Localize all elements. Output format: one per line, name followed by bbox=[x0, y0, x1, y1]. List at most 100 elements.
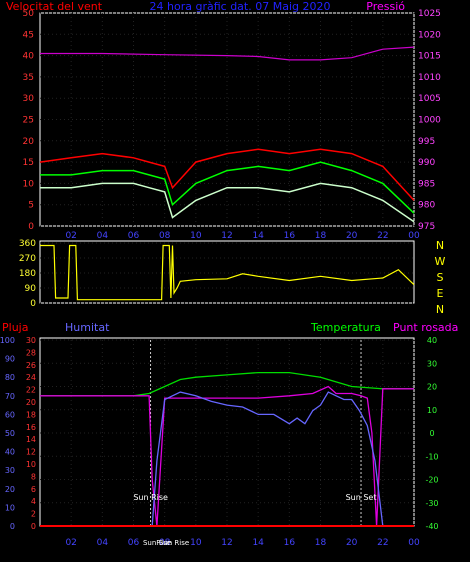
temp-y-tick: 10 bbox=[427, 406, 437, 415]
temp-x-tick: 12 bbox=[221, 538, 232, 548]
humidity-y-tick: 26 bbox=[26, 361, 36, 370]
wind-x-tick: 08 bbox=[159, 231, 171, 241]
temp-x-tick: 18 bbox=[315, 538, 327, 548]
dew-point-label: Punt rosada bbox=[393, 321, 458, 334]
humidity-y-tick: 20 bbox=[26, 398, 36, 407]
direction-y-tick: 0 bbox=[30, 299, 36, 309]
rain-y-tick: 70 bbox=[5, 392, 15, 401]
humidity-y-tick: 2 bbox=[31, 510, 36, 519]
temp-x-tick: 22 bbox=[377, 538, 388, 548]
pressure-y-tick: 990 bbox=[418, 158, 435, 168]
rain-y-tick: 40 bbox=[5, 448, 15, 457]
direction-y-tick: 360 bbox=[19, 239, 36, 249]
wind-x-tick: 16 bbox=[284, 231, 296, 241]
temp-y-tick: 0 bbox=[429, 429, 434, 438]
temp-series-humitat bbox=[151, 391, 384, 527]
wind-x-tick: 12 bbox=[221, 231, 232, 241]
temperature-label: Temperatura bbox=[310, 321, 381, 334]
direction-y-tick: 180 bbox=[19, 269, 36, 279]
wind-x-tick: 20 bbox=[346, 231, 358, 241]
temp-x-tick: 14 bbox=[252, 538, 264, 548]
pressure-y-tick: 1000 bbox=[418, 116, 441, 126]
wind-y-tick: 0 bbox=[28, 222, 34, 232]
direction-y-tick: 90 bbox=[25, 284, 37, 294]
humidity-y-tick: 22 bbox=[26, 386, 36, 395]
temp-x-tick: 06 bbox=[128, 538, 140, 548]
humidity-y-tick: 0 bbox=[31, 522, 36, 531]
rain-y-tick: 80 bbox=[5, 373, 15, 382]
wind-y-tick: 20 bbox=[23, 137, 35, 147]
sunset-annotation: Sun Set bbox=[346, 493, 377, 502]
pressure-y-tick: 1020 bbox=[418, 30, 441, 40]
compass-label: S bbox=[437, 271, 444, 284]
pressure-y-tick: 1015 bbox=[418, 52, 441, 62]
wind-series-average bbox=[40, 161, 415, 214]
sunrise-x-label: SunRise bbox=[143, 539, 171, 547]
temp-y-tick: -40 bbox=[425, 522, 438, 531]
direction-y-tick: 270 bbox=[19, 254, 36, 264]
sunrise-annotation: Sun Rise bbox=[133, 493, 168, 502]
rain-label: Pluja bbox=[2, 321, 28, 334]
temp-y-tick: 20 bbox=[427, 383, 437, 392]
temp-x-tick: 08 bbox=[159, 538, 171, 548]
humidity-y-tick: 14 bbox=[26, 435, 36, 444]
pressure-y-tick: 980 bbox=[418, 201, 435, 211]
temp-x-tick: 02 bbox=[65, 538, 76, 548]
temp-series-temperatura bbox=[40, 371, 414, 397]
wind-y-tick: 40 bbox=[23, 52, 35, 62]
wind-series-gust bbox=[39, 148, 415, 201]
temp-y-tick: -10 bbox=[425, 452, 438, 461]
rain-y-tick: 10 bbox=[5, 503, 15, 512]
chart1-left-label: Velocitat del vent bbox=[6, 0, 103, 13]
wind-y-tick: 25 bbox=[23, 116, 34, 126]
temp-y-tick: 30 bbox=[427, 359, 437, 368]
wind-x-tick: 02 bbox=[65, 231, 76, 241]
pressure-y-tick: 1005 bbox=[418, 94, 441, 104]
humidity-y-tick: 28 bbox=[26, 348, 36, 357]
wind-y-tick: 10 bbox=[23, 179, 35, 189]
humidity-y-tick: 18 bbox=[26, 410, 36, 419]
rain-y-tick: 0 bbox=[10, 522, 15, 531]
temp-series-punt-rosada bbox=[40, 385, 414, 527]
wind-series-speed bbox=[40, 182, 415, 223]
temp-x-tick: 20 bbox=[346, 538, 358, 548]
compass-label: E bbox=[437, 287, 444, 300]
compass-label: W bbox=[435, 255, 446, 268]
wind-x-tick: 18 bbox=[315, 231, 327, 241]
wind-x-tick: 04 bbox=[97, 231, 109, 241]
wind-series-pressure bbox=[40, 46, 415, 61]
rain-y-tick: 90 bbox=[5, 355, 15, 364]
chart1-right-label: Pressió bbox=[366, 0, 405, 13]
wind-y-tick: 30 bbox=[23, 94, 35, 104]
temp-x-tick: 10 bbox=[190, 538, 202, 548]
wind-y-tick: 5 bbox=[28, 201, 34, 211]
rain-y-tick: 100 bbox=[0, 336, 15, 345]
pressure-y-tick: 1025 bbox=[418, 9, 441, 19]
wind-x-tick: 22 bbox=[377, 231, 388, 241]
humidity-y-tick: 6 bbox=[31, 485, 36, 494]
humidity-y-tick: 8 bbox=[31, 472, 36, 481]
humidity-y-tick: 12 bbox=[26, 448, 36, 457]
temp-x-tick: 04 bbox=[97, 538, 109, 548]
wind-x-tick: 00 bbox=[408, 231, 420, 241]
rain-y-tick: 30 bbox=[5, 466, 15, 475]
rain-y-tick: 20 bbox=[5, 485, 15, 494]
compass-label: N bbox=[436, 239, 444, 252]
sunrise-x-label-2: Sun Rise bbox=[159, 539, 189, 547]
humidity-label: Humitat bbox=[65, 321, 110, 334]
compass-label: N bbox=[436, 303, 444, 316]
wind-x-tick: 14 bbox=[252, 231, 264, 241]
humidity-y-tick: 30 bbox=[26, 336, 36, 345]
temp-x-tick: 16 bbox=[284, 538, 296, 548]
pressure-y-tick: 1010 bbox=[418, 73, 441, 83]
chart-title: 24 hora gràfic dat. 07 Maig 2020 bbox=[150, 0, 331, 13]
wind-y-tick: 15 bbox=[23, 158, 34, 168]
rain-y-tick: 60 bbox=[5, 410, 15, 419]
rain-y-tick: 50 bbox=[5, 429, 15, 438]
pressure-y-tick: 995 bbox=[418, 137, 435, 147]
humidity-y-tick: 16 bbox=[26, 423, 36, 432]
wind-x-tick: 06 bbox=[128, 231, 140, 241]
wind-y-tick: 35 bbox=[23, 73, 34, 83]
temp-x-tick: 00 bbox=[408, 538, 420, 548]
